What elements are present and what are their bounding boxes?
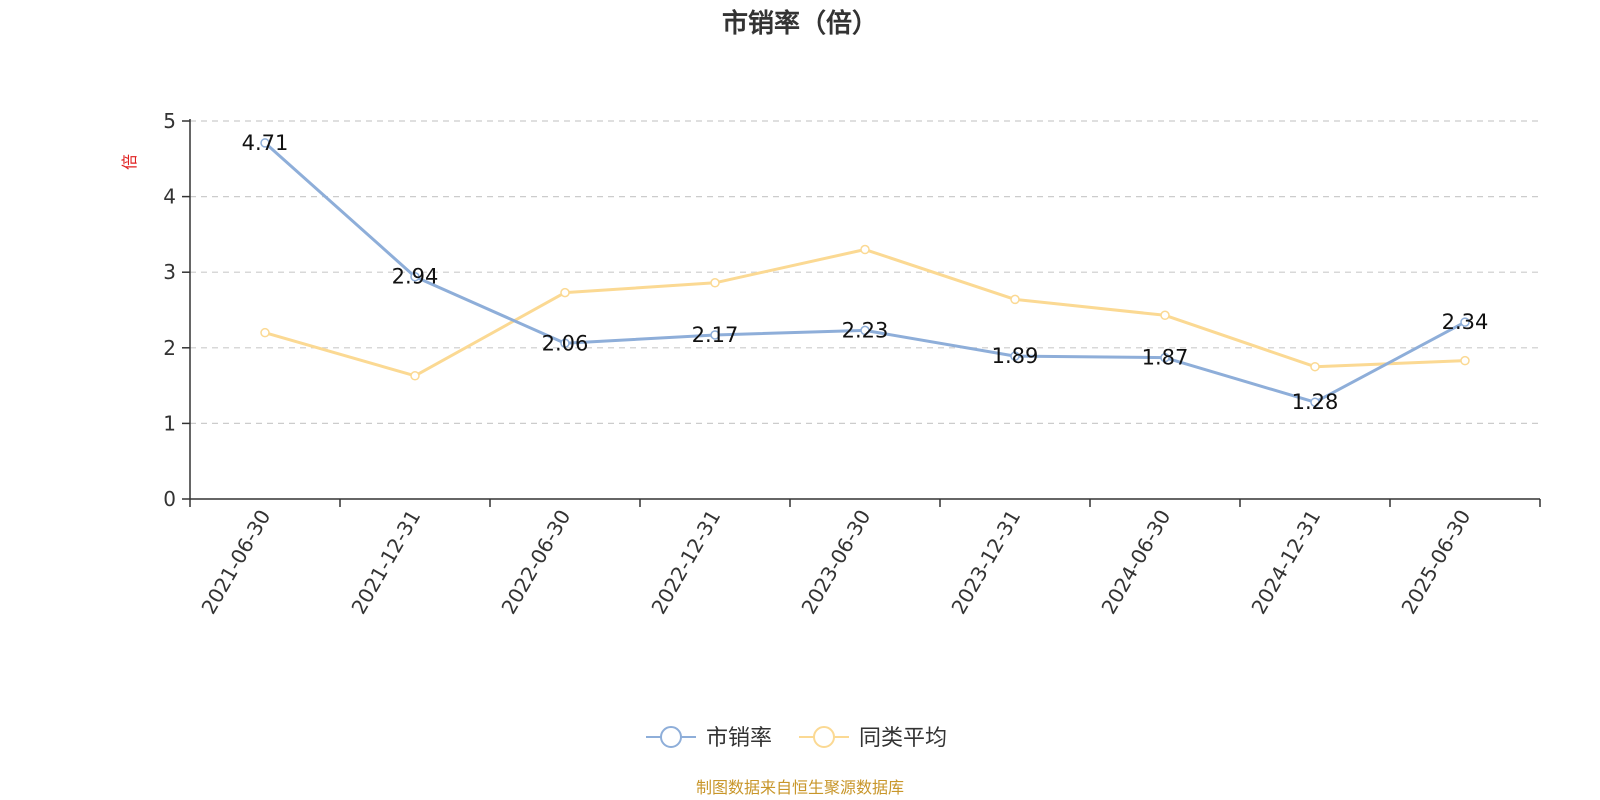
series-line-1 <box>264 248 1466 378</box>
data-label-0-7: 1.28 <box>1292 390 1339 414</box>
x-tick-label-0: 2021-06-30 <box>196 506 275 619</box>
series-1-point-8[interactable] <box>1460 355 1470 366</box>
series-0-point-3[interactable] <box>710 330 720 340</box>
legend-marker-1 <box>813 726 835 748</box>
x-tick-label-3: 2022-12-31 <box>646 506 725 619</box>
y-tick-label-0: 0 <box>163 487 176 511</box>
series-1-point-7[interactable] <box>1310 361 1320 372</box>
data-labels: 4.71 2.94 2.06 2.17 2.23 1.89 1.87 1.28 2.34 <box>242 131 1489 414</box>
y-tick-label-3: 3 <box>163 260 176 284</box>
series-1-point-4[interactable] <box>860 244 870 255</box>
x-tick-label-2: 2022-06-30 <box>496 506 575 619</box>
legend-label-1: 同类平均 <box>859 726 947 751</box>
series-0-point-4[interactable] <box>860 325 870 336</box>
series-0-point-6[interactable] <box>1160 352 1170 363</box>
data-label-0-4: 2.23 <box>842 318 889 342</box>
x-tick-label-7: 2024-12-31 <box>1246 506 1325 619</box>
y-tick-label-2: 2 <box>163 336 176 360</box>
data-label-0-3: 2.17 <box>692 323 739 347</box>
data-source-note: 制图数据来自恒生聚源数据库 <box>696 778 904 797</box>
y-tick-label-1: 1 <box>163 411 176 435</box>
data-label-0-0: 4.71 <box>242 131 289 155</box>
series-1-point-2[interactable] <box>560 287 570 298</box>
data-label-0-8: 2.34 <box>1442 310 1489 334</box>
x-tick-label-4: 2023-06-30 <box>796 506 875 619</box>
x-tick-label-1: 2021-12-31 <box>346 506 425 619</box>
y-tick-label-5: 5 <box>163 109 176 133</box>
data-label-0-2: 2.06 <box>542 331 589 355</box>
series-1-point-6[interactable] <box>1160 310 1170 321</box>
series-1-point-1[interactable] <box>410 371 420 381</box>
y-axis-unit-label: 倍 <box>120 154 139 170</box>
series-1-point-3[interactable] <box>710 278 720 288</box>
x-tick-label-8: 2025-06-30 <box>1396 506 1475 619</box>
series-0-point-8[interactable] <box>1460 317 1470 327</box>
series-1-point-5[interactable] <box>1010 294 1020 305</box>
chart-title: 市销率（倍） <box>722 8 878 39</box>
legend[interactable]: 市销率 同类平均 <box>646 726 947 751</box>
series-0-point-5[interactable] <box>1010 351 1020 361</box>
series-0-point-7[interactable] <box>1310 397 1320 407</box>
series-0-point-2[interactable] <box>560 338 570 349</box>
data-label-0-6: 1.87 <box>1142 346 1189 370</box>
legend-label-0: 市销率 <box>706 726 772 751</box>
legend-marker-0 <box>660 726 682 748</box>
data-label-0-5: 1.89 <box>992 344 1039 368</box>
y-tick-label-4: 4 <box>163 185 176 209</box>
x-tick-label-5: 2023-12-31 <box>946 506 1025 619</box>
series-0-point-1[interactable] <box>410 271 420 282</box>
legend-item-1[interactable]: 同类平均 <box>799 726 947 751</box>
legend-item-0[interactable]: 市销率 <box>646 726 772 751</box>
series-layer <box>260 138 1470 407</box>
series-1-point-0[interactable] <box>260 327 270 338</box>
x-tick-label-6: 2024-06-30 <box>1096 506 1175 619</box>
series-0-point-0[interactable] <box>260 138 270 148</box>
data-label-0-1: 2.94 <box>392 265 439 289</box>
